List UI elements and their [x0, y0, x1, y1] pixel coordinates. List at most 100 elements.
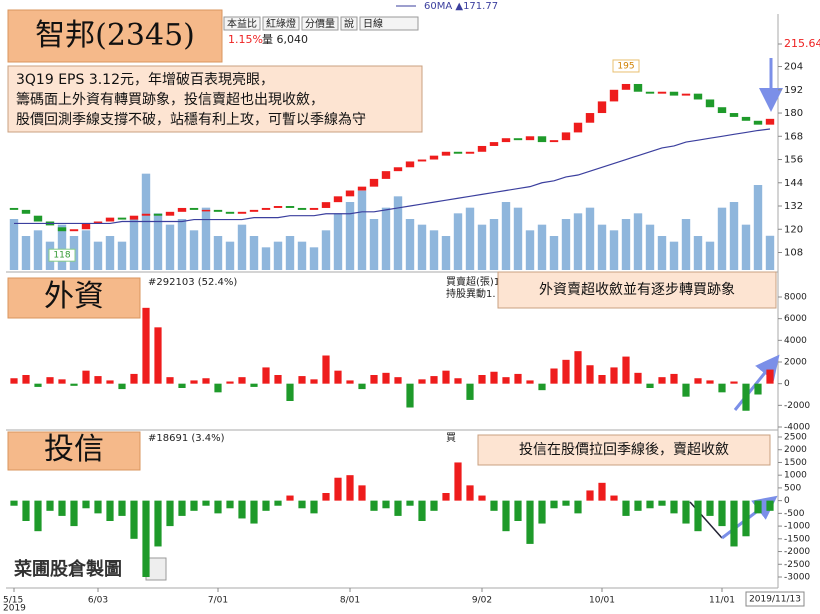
note-line: 籌碼面上外資有轉買跡象，投信賣超也出現收斂， — [16, 92, 324, 108]
net-bar — [202, 378, 210, 384]
y-tick-label: 132 — [784, 201, 803, 212]
candle — [285, 206, 295, 208]
candle — [597, 101, 607, 114]
volume-bar — [117, 241, 127, 270]
candle — [705, 99, 715, 108]
candle — [21, 209, 31, 214]
net-bar — [718, 500, 726, 527]
candle — [141, 213, 151, 216]
net-bar — [550, 500, 558, 509]
net-bar — [466, 383, 474, 400]
volume-label: 量 6,040 — [262, 33, 308, 46]
candle — [657, 91, 667, 94]
volume-bar — [393, 196, 403, 270]
panel-title: 外資 — [44, 279, 104, 314]
volume-bar — [249, 236, 259, 270]
volume-bar — [681, 219, 691, 270]
net-bar — [754, 500, 762, 514]
volume-bar — [33, 230, 43, 270]
candle — [717, 107, 727, 114]
candle — [525, 136, 535, 141]
candle — [753, 120, 763, 125]
net-bar — [454, 378, 462, 384]
net-bar — [622, 500, 630, 516]
net-bar — [262, 500, 270, 511]
candle — [321, 202, 331, 208]
candle — [129, 215, 139, 220]
title-box — [7, 277, 141, 319]
net-bar — [322, 493, 330, 501]
volume-bar — [465, 207, 475, 270]
toolbar-label: 分價量 — [305, 17, 335, 30]
net-bar — [730, 381, 738, 384]
net-bar — [478, 375, 486, 384]
toolbar-label: 本益比 — [227, 17, 257, 30]
net-bar — [658, 500, 666, 506]
candle — [441, 151, 451, 156]
net-bar — [334, 370, 342, 384]
volume-bar — [273, 241, 283, 270]
candle — [729, 113, 739, 117]
candle — [261, 207, 271, 210]
net-bar — [34, 500, 42, 532]
x-tick-label: 10/01 — [589, 596, 615, 606]
net-bar — [22, 500, 30, 521]
volume-bar — [561, 219, 571, 270]
toolbar-button — [359, 16, 419, 31]
net-bar — [178, 383, 186, 388]
candle — [105, 217, 115, 222]
volume-bar — [645, 224, 655, 270]
candle — [369, 178, 379, 187]
y-tick-label: 156 — [784, 155, 803, 166]
volume-bar — [21, 236, 31, 270]
net-bar — [274, 375, 282, 384]
candle — [57, 227, 67, 232]
y-tick-label: 108 — [784, 248, 803, 259]
volume-bar — [741, 224, 751, 270]
net-bar — [70, 500, 78, 527]
net-bar — [46, 377, 54, 384]
net-bar — [442, 493, 450, 501]
volume-bar — [369, 219, 379, 270]
net-bar — [406, 383, 414, 408]
volume-bar — [57, 224, 67, 270]
net-bar — [394, 377, 402, 384]
volume-bar — [477, 224, 487, 270]
candle — [177, 207, 187, 212]
comment: 投信在股價拉回季線後，賣超收斂 — [519, 441, 729, 458]
net-bar — [418, 500, 426, 521]
net-bar — [394, 500, 402, 516]
net-bar — [250, 500, 258, 524]
volume-bar — [321, 230, 331, 270]
candle — [213, 209, 223, 212]
y-tick-label: 2000 — [784, 445, 807, 455]
candle — [669, 91, 679, 96]
y-tick-label: -2000 — [784, 401, 810, 411]
candle — [153, 213, 163, 216]
title-box — [7, 9, 223, 63]
candle — [609, 89, 619, 102]
net-bar — [262, 367, 270, 384]
volume-bar — [453, 213, 463, 270]
net-bar — [238, 500, 246, 519]
net-bar — [370, 500, 378, 511]
net-bar — [322, 355, 330, 384]
candle — [201, 209, 211, 212]
net-bar — [118, 383, 126, 390]
net-bar — [286, 383, 294, 401]
panel-info: #292103 (52.4%) — [148, 277, 237, 288]
net-bar — [214, 500, 222, 514]
net-bar — [358, 485, 366, 501]
volume-bar — [609, 230, 619, 270]
net-bar — [538, 383, 546, 391]
volume-bar — [93, 241, 103, 270]
volume-bar — [693, 236, 703, 270]
net-bar — [310, 379, 318, 384]
candle — [93, 221, 103, 224]
volume-bar — [669, 241, 679, 270]
title: 智邦(2345) — [35, 18, 195, 53]
watermark: 菜圃股倉製圖 — [13, 558, 122, 580]
net-bar — [166, 500, 174, 527]
net-bar — [58, 500, 66, 516]
y-tick-label: 192 — [784, 85, 803, 96]
